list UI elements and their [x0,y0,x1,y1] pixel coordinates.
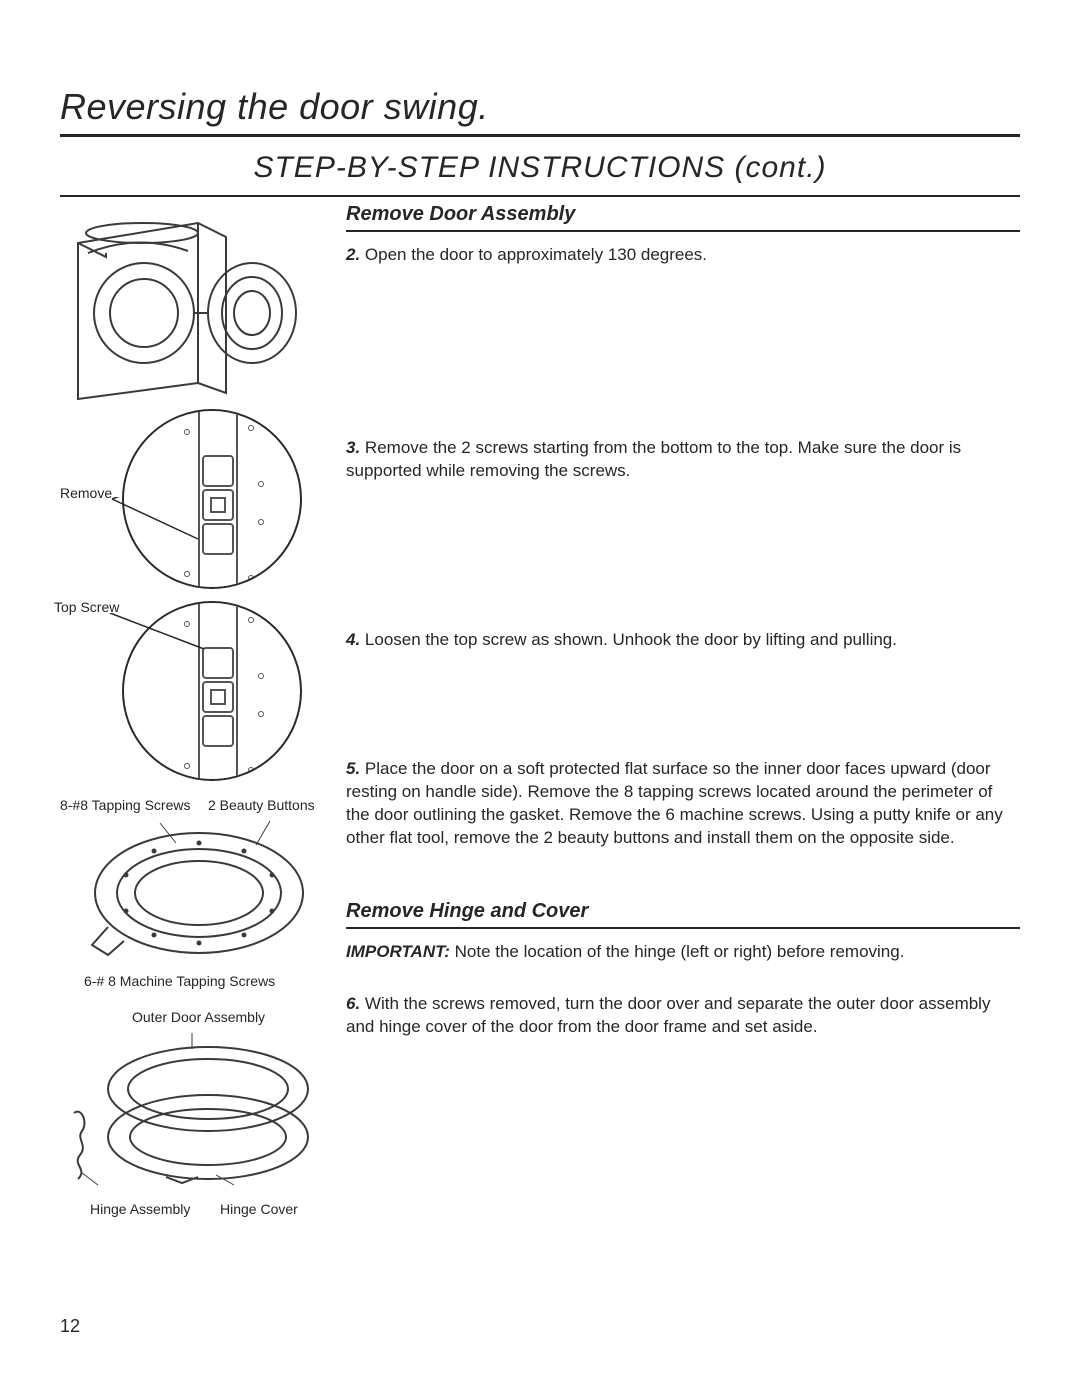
step-3-text: Remove the 2 screws starting from the bo… [346,438,961,480]
figure-hinge-remove: Remove [60,407,322,595]
important-note: IMPORTANT: Note the location of the hing… [346,941,1020,964]
content-grid: Remove Top Screw [60,203,1020,1217]
step-6-num: 6. [346,994,360,1013]
page-title: Reversing the door swing. [60,86,1020,137]
figure-door-ring: 8-#8 Tapping Screws 2 Beauty Buttons [60,805,322,983]
label-machine-screws: 6-# 8 Machine Tapping Screws [84,973,275,989]
step-2: 2. Open the door to approximately 130 de… [346,244,1020,267]
label-hinge-cover: Hinge Cover [220,1201,298,1217]
subhead-remove-door: Remove Door Assembly [346,203,1020,232]
figure-column: Remove Top Screw [60,203,322,1217]
page-number: 12 [60,1316,80,1337]
step-6-text: With the screws removed, turn the door o… [346,994,990,1036]
step-4-num: 4. [346,630,360,649]
step-5: 5. Place the door on a soft protected fl… [346,758,1020,850]
step-6: 6. With the screws removed, turn the doo… [346,993,1020,1039]
step-5-text: Place the door on a soft protected flat … [346,759,1003,847]
section-title: STEP-BY-STEP INSTRUCTIONS (cont.) [60,147,1020,197]
label-beauty-buttons: 2 Beauty Buttons [208,797,315,813]
important-text: Note the location of the hinge (left or … [455,942,905,961]
dryer-icon [66,203,316,403]
figure-hinge-topscrew: Top Screw [60,599,322,787]
figure-outer-door: Outer Door Assembly [60,1009,322,1217]
text-column: Remove Door Assembly 2. Open the door to… [346,203,1020,1217]
door-ring-icon [84,815,314,965]
step-5-num: 5. [346,759,360,778]
step-2-num: 2. [346,245,360,264]
step-2-text: Open the door to approximately 130 degre… [365,245,707,264]
step-4: 4. Loosen the top screw as shown. Unhook… [346,629,1020,652]
outer-door-icon [58,1027,318,1197]
important-label: IMPORTANT: [346,942,450,961]
step-3-num: 3. [346,438,360,457]
step-4-text: Loosen the top screw as shown. Unhook th… [365,630,897,649]
figure-dryer-open [60,203,322,403]
step-3: 3. Remove the 2 screws starting from the… [346,437,1020,483]
label-tapping-screws: 8-#8 Tapping Screws [60,797,190,813]
label-hinge-assembly: Hinge Assembly [90,1201,190,1217]
subhead-remove-hinge: Remove Hinge and Cover [346,900,1020,929]
label-outer-door: Outer Door Assembly [132,1009,265,1025]
